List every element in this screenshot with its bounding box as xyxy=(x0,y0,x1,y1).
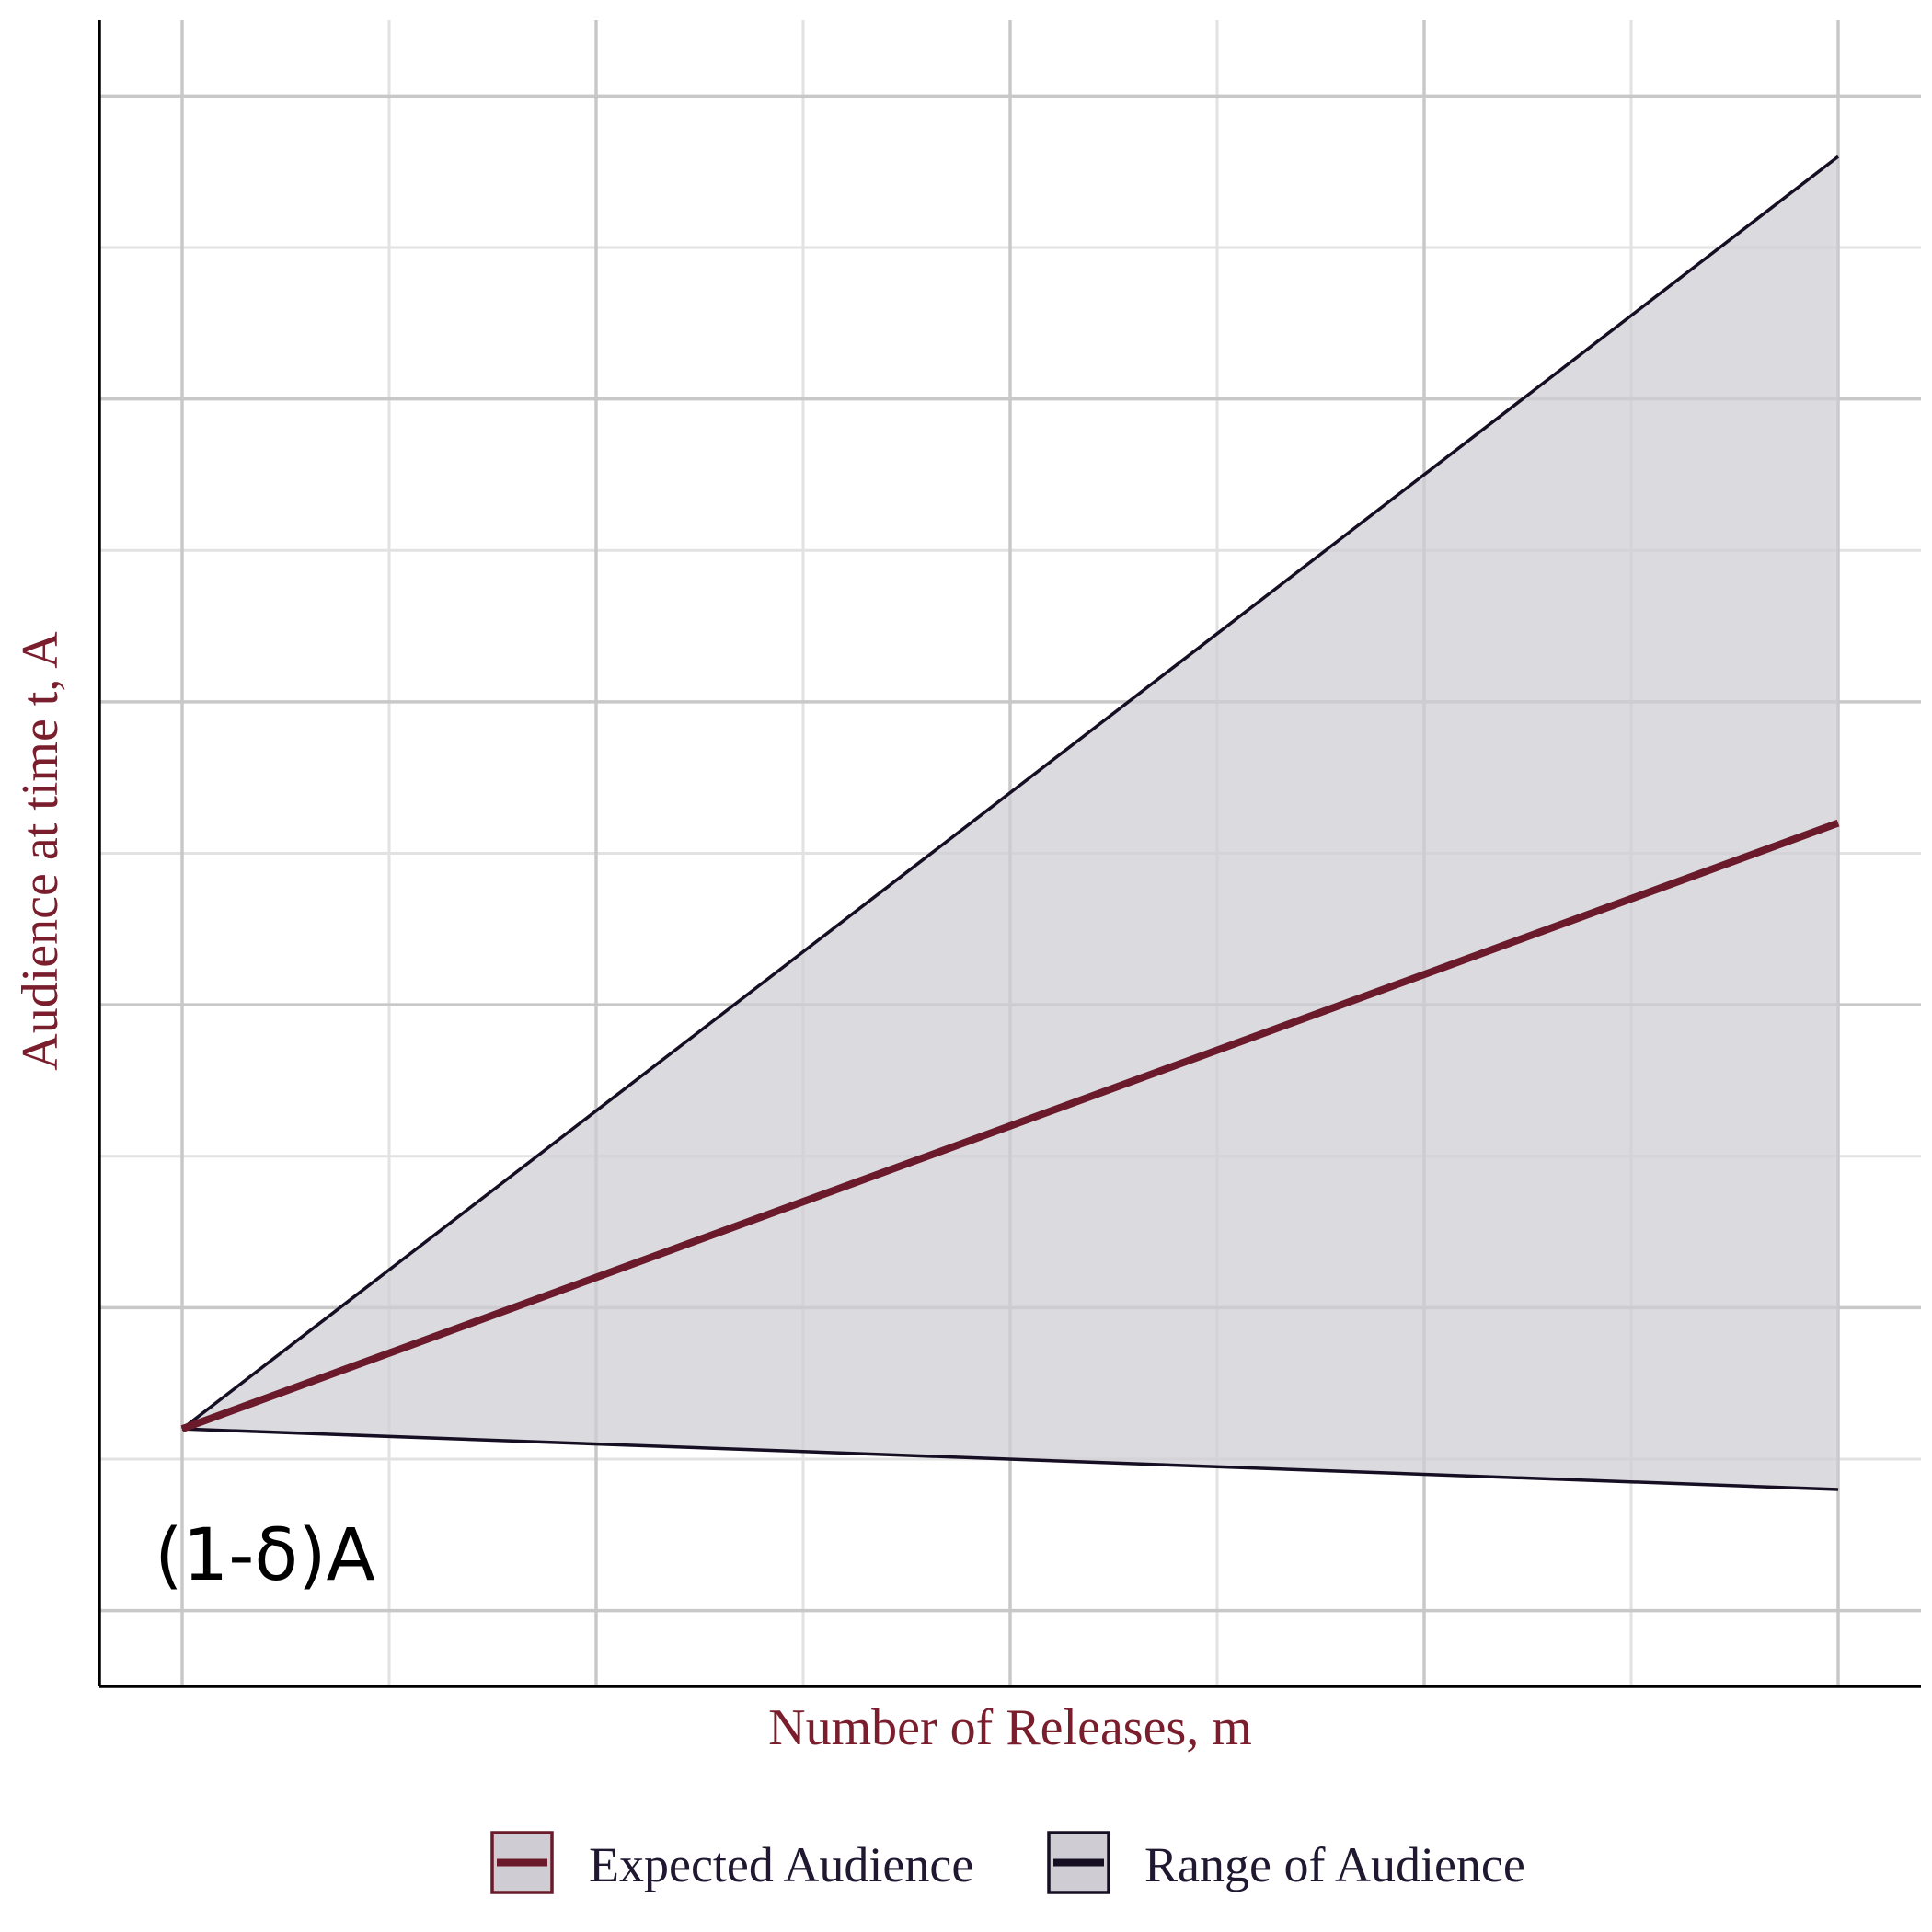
x-axis-title: Number of Releases, m xyxy=(768,1699,1252,1756)
expected-audience-line xyxy=(180,819,1840,1432)
annotation-layer: (1-δ)A xyxy=(155,1514,375,1597)
range-ribbon-fill xyxy=(182,156,1838,1489)
range-upper-line xyxy=(180,155,1840,1431)
legend-label-expected: Expected Audience xyxy=(589,1837,973,1892)
legend: Expected Audience Range of Audience xyxy=(490,1831,1525,1894)
line-layer xyxy=(180,819,1840,1432)
ribbon-layer xyxy=(180,155,1840,1491)
legend-key-range xyxy=(1047,1831,1110,1894)
axes xyxy=(98,20,1921,1688)
annotation-label: (1-δ)A xyxy=(155,1514,375,1597)
range-lower-line xyxy=(181,1427,1839,1491)
y-axis-title: Audience at time t, A xyxy=(12,631,69,1071)
legend-key-expected xyxy=(490,1831,554,1894)
legend-label-range: Range of Audience xyxy=(1144,1837,1525,1892)
